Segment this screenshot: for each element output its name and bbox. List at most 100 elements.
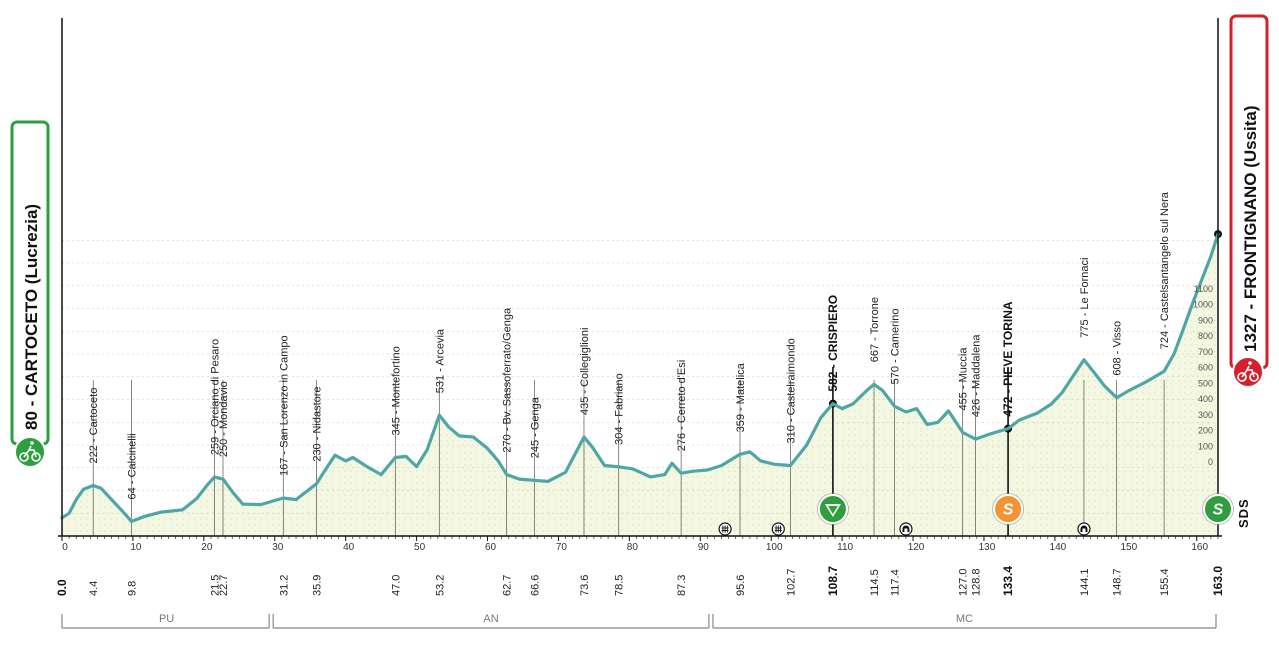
scale-label: 1000 [1193, 300, 1213, 310]
level-crossing-icon [718, 522, 732, 536]
waypoint-label: 230 - Nidastore [312, 386, 324, 461]
km-marker-label: 128.8 [970, 568, 982, 596]
finish-badge: 1327 - FRONTIGNANO (Ussita) [1229, 14, 1269, 388]
intermediate-sprint-icon [817, 493, 849, 525]
km-marker-label: 66.6 [529, 575, 541, 596]
marker-outline [817, 493, 849, 525]
profile-line [60, 232, 1220, 523]
x-tick-label: 50 [414, 542, 426, 553]
brand-logo: SDS [1236, 498, 1251, 528]
level-crossing-icon [771, 522, 785, 536]
marker-circle [1203, 494, 1233, 524]
km-marker-label: 102.7 [785, 568, 797, 596]
region-label: AN [483, 613, 498, 625]
scale-label: 700 [1198, 347, 1213, 357]
km-marker-label: 47.0 [390, 575, 402, 596]
km-marker-label: 22.7 [218, 575, 230, 596]
scale-label: 600 [1198, 363, 1213, 373]
km-marker-label: 95.6 [735, 575, 747, 596]
waypoint-label: 276 - Cerreto d'Esi [676, 360, 688, 451]
waypoint-label: 245 - Genga [529, 396, 541, 458]
right-altitude-scale: 0 100 200 300 400 500 600 700 800 900 1000 1100 [1193, 284, 1213, 467]
x-tick-label: 30 [272, 542, 284, 553]
icon-tunnel-opening [1082, 528, 1086, 532]
km-marker-label: 108.7 [826, 566, 840, 596]
x-tick-label: 100 [766, 542, 783, 553]
waypoint-label: 259 - Orciano di Pesaro [209, 339, 221, 455]
km-marker-label: 133.4 [1001, 566, 1015, 596]
waypoint-label: 359 - Matelica [735, 362, 747, 432]
marker-letter: S [1213, 502, 1224, 519]
waypoint-label: 724 - Castelsantangelo sul Nera [1159, 191, 1171, 349]
km-marker-label: 114.5 [869, 569, 881, 596]
waypoint-label: 345 - Montefortino [390, 346, 402, 435]
sprint-s-icon: S [992, 493, 1024, 525]
waypoint-label: 435 - Collegiglioni [579, 328, 591, 415]
tunnel-icon [899, 522, 913, 536]
finish-sprint-icon: S [1202, 493, 1234, 525]
waypoint-label: 582 - CRISPIERO [826, 295, 840, 392]
x-tick-label: 150 [1120, 542, 1137, 553]
marker-letter: S [1003, 502, 1014, 519]
km-marker-label: 163.0 [1211, 566, 1225, 596]
waypoint-label: 426 - Maddalena [970, 334, 982, 417]
finish-cyclist-icon [1232, 356, 1264, 388]
x-tick-label: 130 [979, 542, 996, 553]
x-tick-label: 0 [62, 542, 68, 553]
profile-area [62, 234, 1218, 536]
cyclist-glyph [1237, 365, 1259, 382]
km-marker-label: 53.2 [434, 575, 446, 596]
waypoint-label: 775 - Le Fornaci [1079, 258, 1091, 338]
x-tick-label: 80 [627, 542, 639, 553]
km-marker-label: 21.5 [209, 575, 221, 596]
start-badge: 80 - CARTOCETO (Lucrezia) [10, 120, 50, 468]
scale-label: 800 [1198, 331, 1213, 341]
x-tick-label: 110 [837, 542, 853, 553]
x-tick-label: 40 [343, 542, 355, 553]
marker-outline [1202, 493, 1234, 525]
waypoint-label: 455 - Muccia [958, 347, 970, 411]
scale-label: 400 [1198, 394, 1213, 404]
km-marker-label: 4.4 [88, 581, 100, 596]
scale-label: 900 [1198, 315, 1213, 325]
finish-location-label: 1327 - FRONTIGNANO (Ussita) [1241, 105, 1260, 352]
tunnel-icon [1077, 522, 1091, 536]
icon-tunnel-opening [904, 528, 908, 532]
scale-label: 300 [1198, 410, 1213, 420]
waypoint-label: 222 - Cartoceto [88, 388, 100, 464]
scale-label: 200 [1198, 426, 1213, 436]
x-tick-label: 120 [908, 542, 925, 553]
x-tick-label: 140 [1050, 542, 1067, 553]
region-label: PU [159, 613, 174, 625]
marker-circle [993, 494, 1024, 524]
km-marker-label: 31.2 [278, 575, 290, 596]
scale-label: 500 [1198, 378, 1213, 388]
km-marker-labels: 0.0 4.4 9.8 21.522.7 31.2 35.9 47.0 53.2 62.7 66.… [55, 566, 1225, 596]
km-marker-label: 62.7 [502, 575, 514, 596]
scale-label: 0 [1208, 457, 1213, 467]
waypoint-label: 304 - Fabriano [614, 373, 626, 445]
region-bands: PU AN MC [61, 613, 1217, 629]
x-tick-label: 20 [201, 542, 213, 553]
km-marker-label: 148.7 [1112, 568, 1124, 596]
km-marker-label: 73.6 [579, 575, 591, 596]
cyclist-glyph [19, 445, 41, 462]
waypoint-label: 472 - PIEVE TORINA [1001, 301, 1015, 416]
start-location-label: 80 - CARTOCETO (Lucrezia) [22, 204, 41, 430]
x-tick-label: 90 [698, 542, 710, 553]
km-marker-label: 155.4 [1159, 568, 1171, 596]
waypoint-label: 667 - Torrone [869, 297, 881, 362]
region-label: MC [956, 613, 973, 625]
km-marker-label: 35.9 [312, 575, 324, 596]
waypoint-labels: 222 - Cartoceto 64 - Calcinelli 259 - Orci… [88, 191, 1171, 499]
marker-outline [992, 493, 1024, 525]
start-cyclist-icon [14, 436, 46, 468]
x-tick-label: 160 [1191, 542, 1208, 553]
waypoint-label: 310 - Castelraimondo [785, 338, 797, 443]
km-marker-label: 117.4 [890, 569, 902, 596]
scale-label: 1100 [1194, 284, 1213, 294]
waypoint-label: 64 - Calcinelli [127, 433, 139, 499]
km-marker-label: 87.3 [676, 575, 688, 596]
